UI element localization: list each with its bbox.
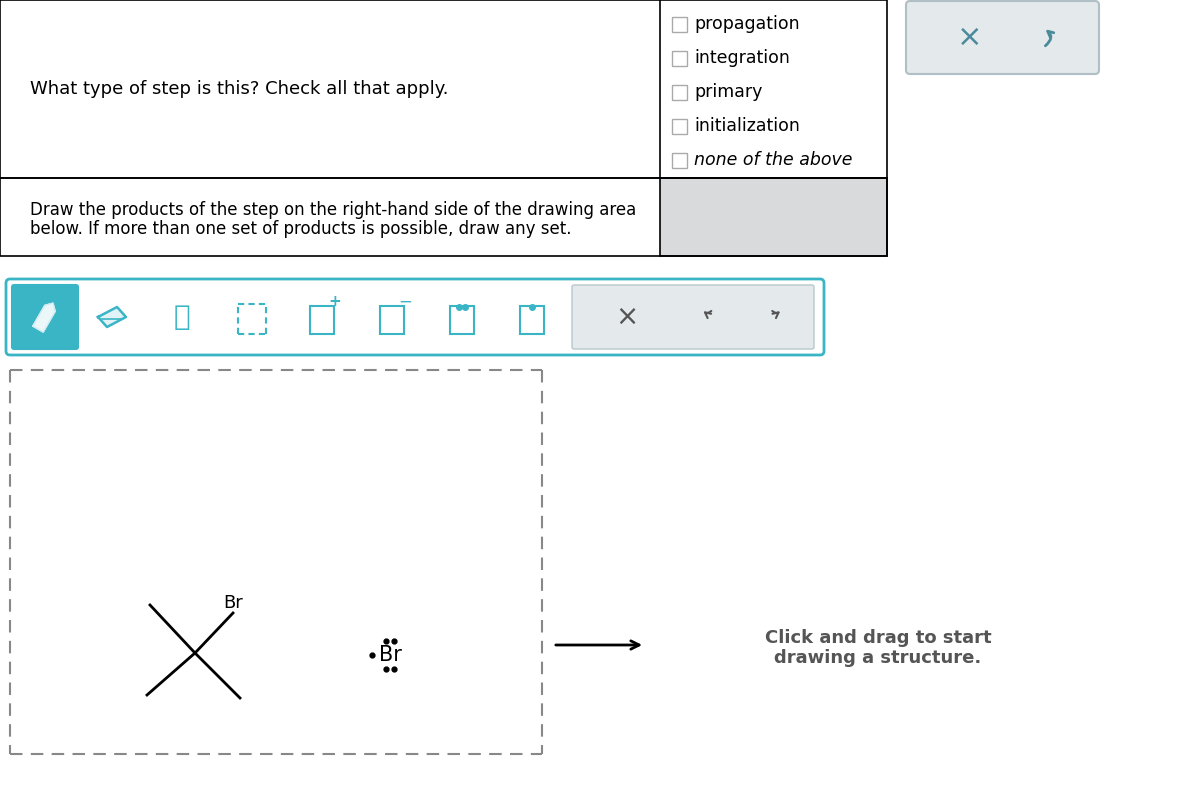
Text: ×: × <box>956 23 982 52</box>
Bar <box>380 306 404 334</box>
Bar <box>450 306 474 334</box>
Bar <box>672 17 686 32</box>
Bar <box>672 152 686 168</box>
Text: initialization: initialization <box>694 117 800 135</box>
Text: Br: Br <box>378 645 402 665</box>
Bar <box>0 178 887 256</box>
Text: Br: Br <box>223 594 242 612</box>
Polygon shape <box>98 307 126 327</box>
Text: Click and drag to start: Click and drag to start <box>764 629 991 647</box>
Polygon shape <box>32 303 55 332</box>
Bar <box>672 118 686 133</box>
Bar <box>660 178 887 256</box>
Text: primary: primary <box>694 83 762 101</box>
FancyBboxPatch shape <box>906 1 1099 74</box>
Text: none of the above: none of the above <box>694 151 852 169</box>
Bar <box>672 51 686 65</box>
FancyBboxPatch shape <box>572 285 814 349</box>
Text: ×: × <box>614 303 638 331</box>
Text: ✋: ✋ <box>174 303 191 331</box>
Text: drawing a structure.: drawing a structure. <box>774 649 982 667</box>
Text: Draw the products of the step on the right-hand side of the drawing area: Draw the products of the step on the rig… <box>30 201 636 219</box>
Text: below. If more than one set of products is possible, draw any set.: below. If more than one set of products … <box>30 220 571 238</box>
Bar <box>672 84 686 99</box>
Bar <box>0 0 887 178</box>
Text: +: + <box>329 295 341 310</box>
Text: −: − <box>398 293 412 311</box>
Bar <box>310 306 334 334</box>
FancyBboxPatch shape <box>12 285 78 349</box>
FancyBboxPatch shape <box>6 279 824 355</box>
Text: propagation: propagation <box>694 15 799 33</box>
Text: integration: integration <box>694 49 790 67</box>
Text: What type of step is this? Check all that apply.: What type of step is this? Check all tha… <box>30 80 449 98</box>
Bar <box>520 306 544 334</box>
